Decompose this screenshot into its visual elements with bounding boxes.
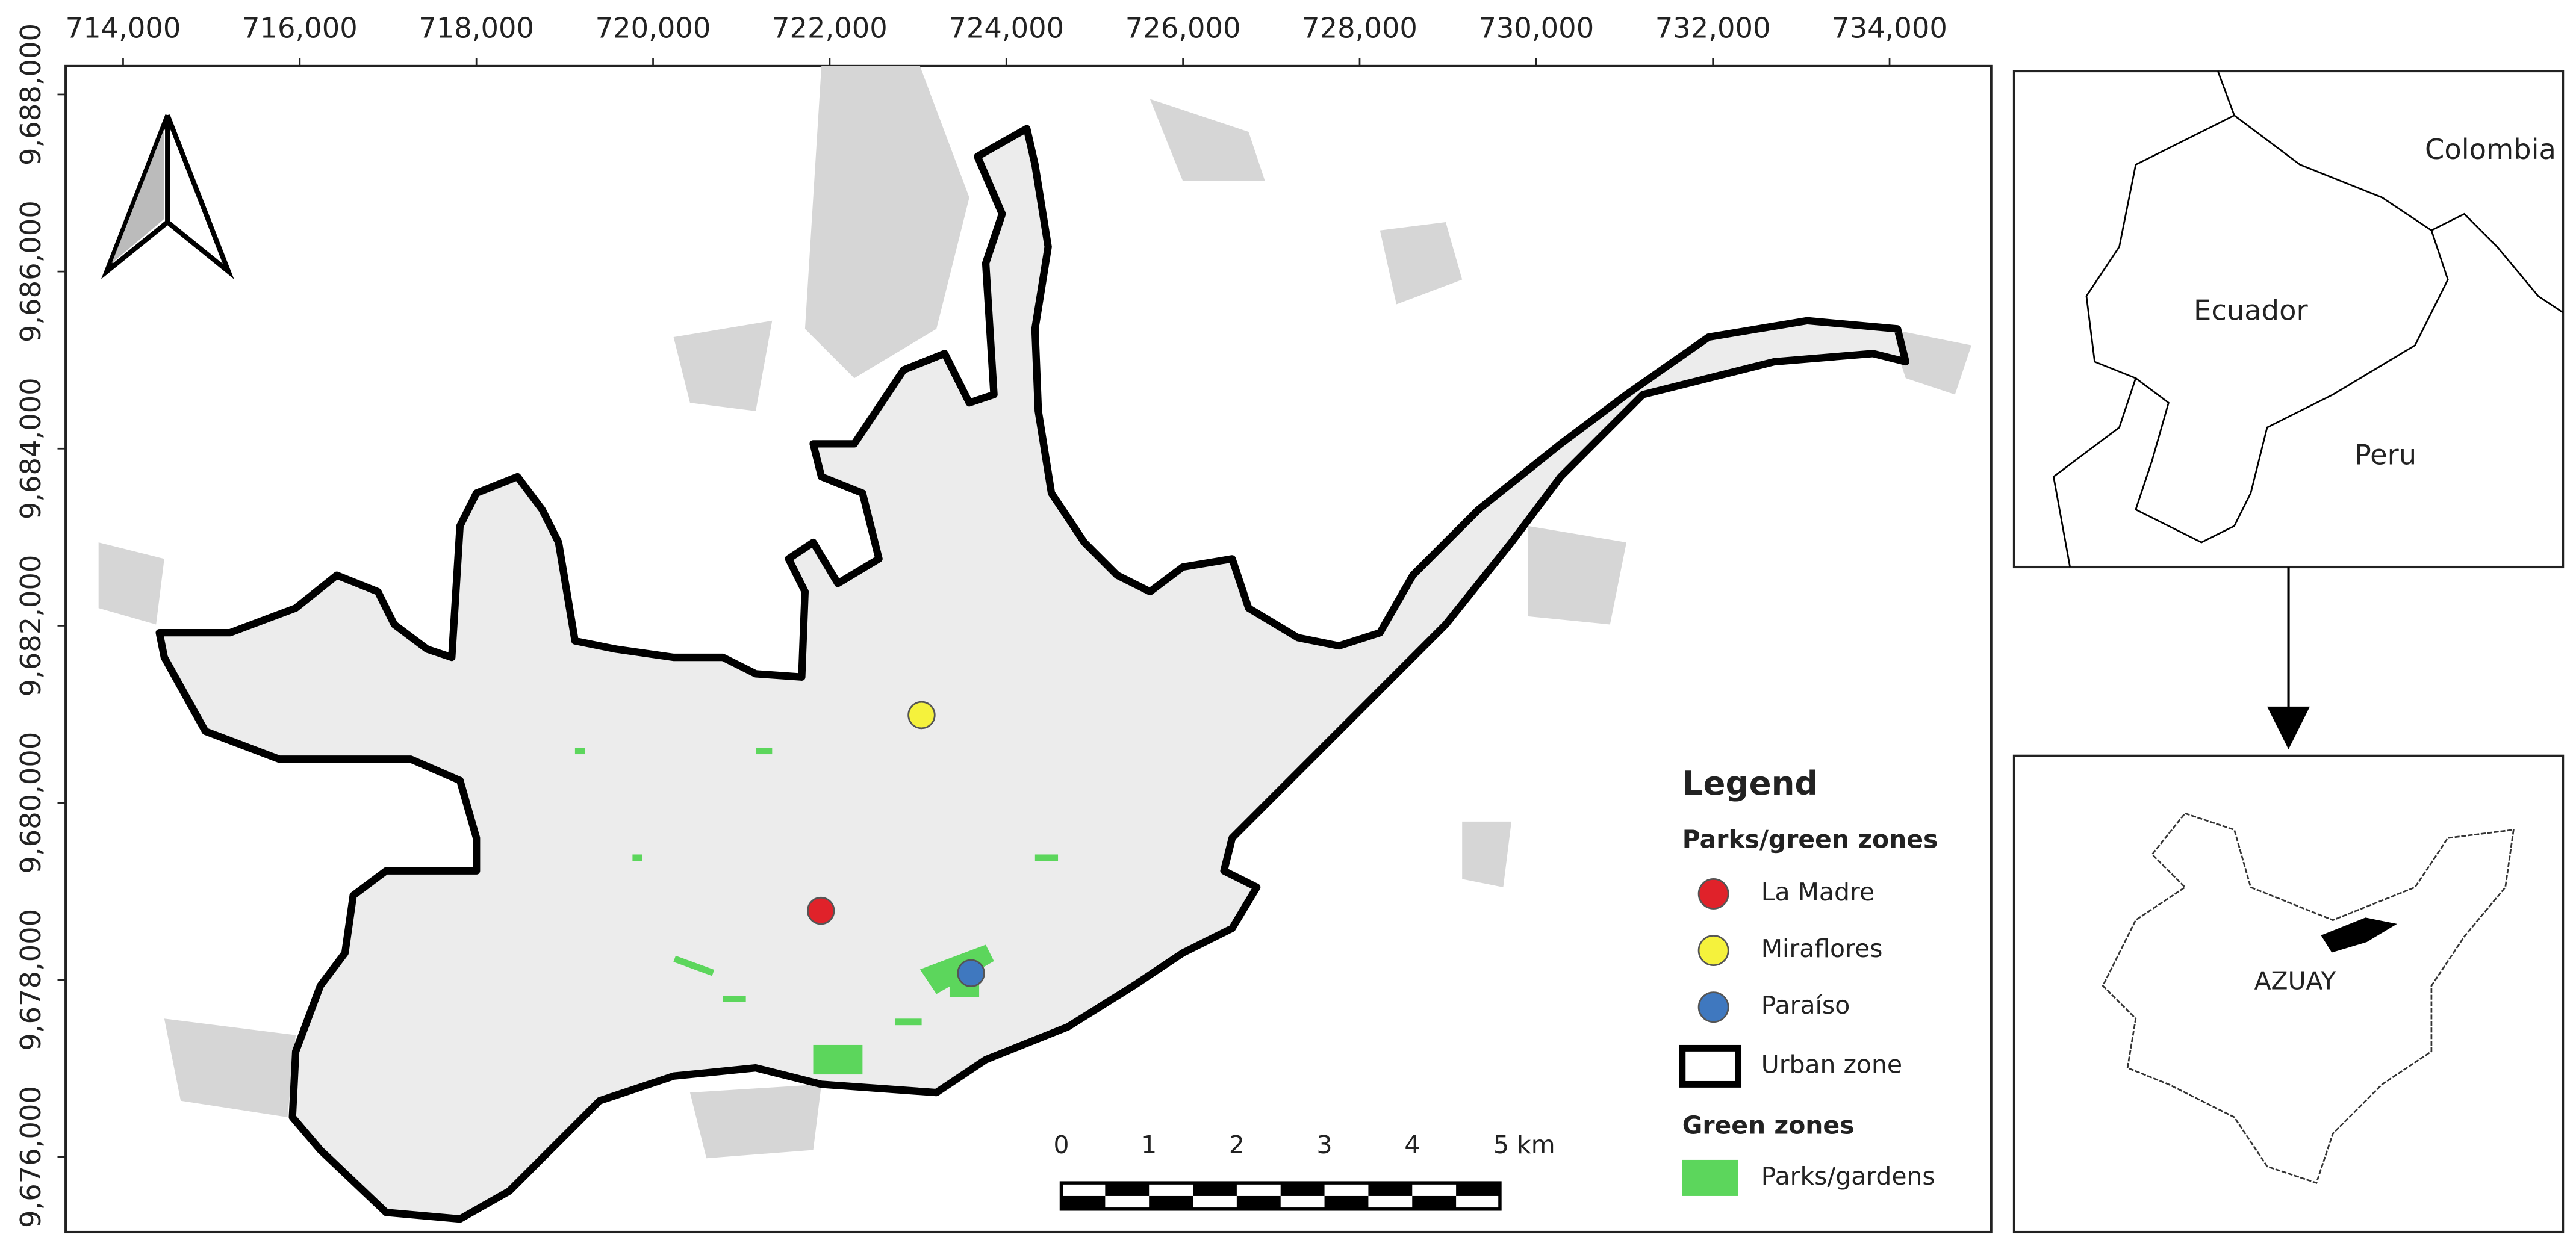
country-label: Ecuador [2194, 294, 2308, 327]
legend-symbol [1679, 1044, 1742, 1088]
x-tick-label: 726,000 [1125, 11, 1241, 44]
x-tick-label: 720,000 [596, 11, 711, 44]
y-tick-label: 9,684,000 [14, 377, 47, 519]
background-terrain [98, 66, 1971, 1159]
x-tick-label: 728,000 [1302, 11, 1417, 44]
x-tick-label: 730,000 [1478, 11, 1594, 44]
country-label: Colombia [2425, 133, 2556, 166]
inset-country [2012, 70, 2565, 569]
legend-symbol [1697, 991, 1729, 1023]
x-tick-label: 714,000 [66, 11, 181, 44]
scale-segment [1324, 1195, 1369, 1209]
y-tick-label: 9,678,000 [14, 909, 47, 1051]
inset-connector [2267, 567, 2310, 749]
legend-symbol [1697, 935, 1729, 966]
park-point [807, 896, 835, 925]
x-tick-label: 722,000 [772, 11, 888, 44]
scale-label: 2 [1229, 1130, 1245, 1159]
y-tick-label: 9,688,000 [14, 23, 47, 166]
north-arrow [101, 114, 234, 279]
x-tick-label: 732,000 [1655, 11, 1771, 44]
y-tick-label: 9,680,000 [14, 732, 47, 874]
scale-segment [1193, 1183, 1237, 1196]
park-point [907, 701, 936, 730]
urban-zone-boundary [155, 125, 1909, 1223]
y-tick-label: 9,682,000 [14, 554, 47, 696]
legend-label: Parks/gardens [1761, 1162, 1935, 1191]
legend-label: Paraíso [1761, 991, 1850, 1020]
y-tick-label: 9,676,000 [14, 1086, 47, 1228]
legend: Legend Parks/green zones Urban zone Gree… [1679, 764, 1938, 1196]
scale-segment [1061, 1195, 1106, 1209]
scale-segment [1456, 1183, 1500, 1196]
country-label: Peru [2354, 439, 2416, 471]
scale-label: 3 [1317, 1130, 1333, 1159]
inset-province [2012, 754, 2565, 1234]
x-tick-label: 718,000 [418, 11, 534, 44]
scale-label: 4 [1404, 1130, 1420, 1159]
scale-segment [1412, 1195, 1457, 1209]
province-label: AZUAY [2254, 966, 2337, 995]
scale-segment [1149, 1195, 1193, 1209]
y-tick-label: 9,686,000 [14, 200, 47, 342]
legend-section: Green zones [1682, 1111, 1855, 1139]
scale-segment [1105, 1183, 1150, 1196]
park-point [957, 959, 985, 987]
legend-label: Miraflores [1761, 934, 1883, 963]
scale-label: 1 [1141, 1130, 1157, 1159]
legend-title: Legend [1682, 764, 1818, 802]
legend-symbol [1697, 878, 1729, 910]
x-tick-label: 734,000 [1832, 11, 1947, 44]
legend-label: La Madre [1761, 878, 1874, 907]
green-zones [574, 748, 1059, 1075]
legend-label: Urban zone [1761, 1050, 1902, 1079]
scale-label: 5 km [1493, 1130, 1555, 1159]
scale-segment [1236, 1195, 1281, 1209]
scale-segment [1368, 1183, 1413, 1196]
legend-symbol [1682, 1159, 1738, 1196]
x-tick-label: 724,000 [948, 11, 1064, 44]
scale-segment [1280, 1183, 1325, 1196]
scale-bar: 0 1 2 3 4 5 km [1053, 1130, 1555, 1211]
scale-label: 0 [1053, 1130, 1069, 1159]
legend-section: Parks/green zones [1682, 825, 1938, 854]
x-tick-label: 716,000 [242, 11, 358, 44]
